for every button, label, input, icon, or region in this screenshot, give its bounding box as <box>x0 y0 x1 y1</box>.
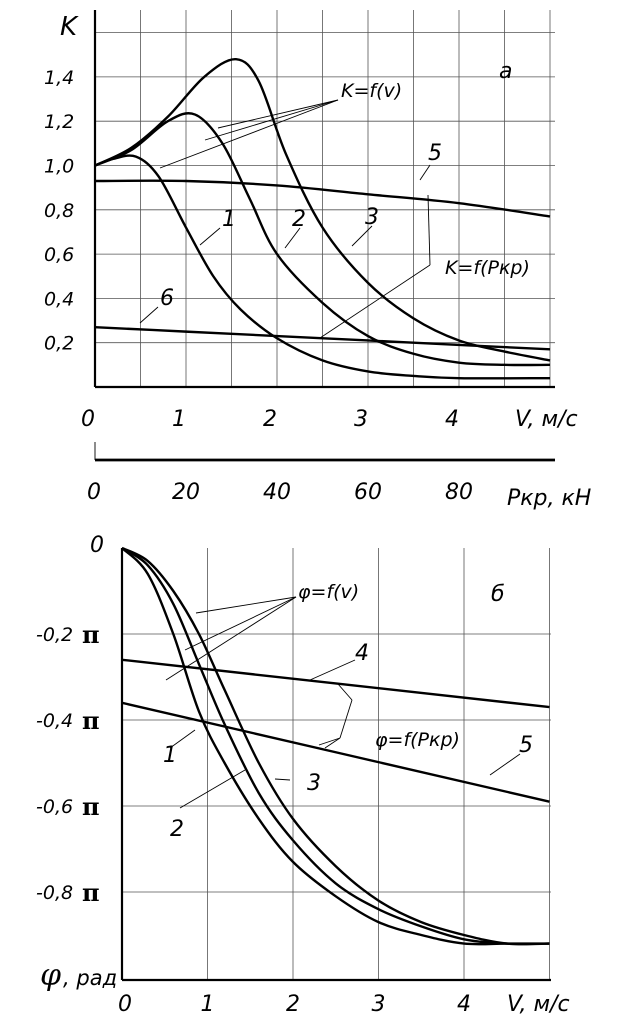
panel-a-x-label: V, м/с <box>515 407 578 432</box>
panel-b-curve-5 <box>121 701 550 803</box>
panel-a-curve-5 <box>94 179 551 218</box>
panel-a-annotation-kfv: K=f(v) <box>341 80 402 102</box>
panel-b-pi-symbol: π <box>82 620 100 649</box>
panel-a-y-tick-label: 0,6 <box>44 244 74 266</box>
panel-b-curve-1 <box>121 547 550 946</box>
panel-b-x-tick-label: 4 <box>457 992 471 1017</box>
panel-a-curve-labels: 1 2 3 5 6 <box>160 141 442 311</box>
panel-a-x2-ticks: 0 20 40 60 80 <box>87 480 473 505</box>
panel-a-x2-tick-label: 80 <box>445 480 473 505</box>
panel-b-curve-label-3: 3 <box>307 771 321 796</box>
panel-b-curves <box>121 546 550 946</box>
panel-b-leaders <box>165 596 521 809</box>
panel-a-curve-label-3: 3 <box>365 205 379 230</box>
panel-a: K а V, м/с Pкр, кН 0,2 0,4 0,6 0,8 1,0 1,2 1,4… <box>44 10 591 511</box>
panel-b-annotation-phifv: φ=f(v) <box>298 581 359 603</box>
panel-b-x-tick-label: 3 <box>372 992 386 1017</box>
panel-b-curve-label-5: 5 <box>519 733 533 758</box>
panel-a-y-tick-label: 0,4 <box>44 288 74 310</box>
panel-a-curve-3 <box>94 57 551 362</box>
panel-a-letter: а <box>499 59 512 84</box>
panel-b-curve-label-1: 1 <box>163 743 177 768</box>
panel-a-x2-tick-label: 20 <box>172 480 200 505</box>
panel-a-x-tick-label: 4 <box>445 407 459 432</box>
panel-a-curve-2 <box>94 112 551 367</box>
panel-b-curve-labels: 1 2 3 4 5 <box>163 641 533 842</box>
panel-a-curve-label-1: 1 <box>222 207 236 232</box>
panel-b-letter: б <box>491 582 505 607</box>
panel-a-leaders <box>139 99 431 339</box>
panel-a-curves <box>94 57 551 380</box>
panel-a-x-ticks: 0 1 2 3 4 <box>81 407 459 432</box>
panel-a-x2-tick-label: 40 <box>263 480 291 505</box>
panel-a-curve-label-5: 5 <box>428 141 442 166</box>
panel-a-y-tick-label: 0,8 <box>44 200 74 222</box>
panel-a-y-label: K <box>60 12 79 42</box>
panel-b-curve-label-4: 4 <box>355 641 369 666</box>
panel-b-y-tick-label: -0,6 <box>36 796 73 818</box>
panel-b-x-tick-label: 0 <box>118 992 132 1017</box>
panel-a-y-ticks: 0,2 0,4 0,6 0,8 1,0 1,2 1,4 <box>44 67 74 355</box>
panel-b-curve-2 <box>121 546 550 946</box>
panel-a-annotation-kfp: K=f(Pкр) <box>445 257 530 279</box>
panel-a-curve-1 <box>94 154 551 380</box>
panel-b-y-tick-label: 0 <box>90 533 104 558</box>
panel-b-x-label: V, м/с <box>507 992 570 1017</box>
panel-b-y-ticks: 0 -0,2 π -0,4 π -0,6 π -0,8 π <box>36 533 104 907</box>
panel-b-grid <box>122 548 551 980</box>
panel-a-x-tick-label: 0 <box>81 407 95 432</box>
panel-a-curve-label-2: 2 <box>292 207 306 232</box>
panel-b: б V, м/с φ, рад 0 -0,2 π -0,4 π -0,6 π -0,8 π 0 1… <box>36 533 570 1017</box>
panel-b-y-tick-label: -0,2 <box>36 624 73 646</box>
panel-b-x-ticks: 0 1 2 3 4 <box>118 992 471 1017</box>
panel-b-x-tick-label: 1 <box>201 992 215 1017</box>
panel-a-curve-label-6: 6 <box>160 286 174 311</box>
panel-a-y-tick-label: 0,2 <box>44 333 74 355</box>
panel-a-y-tick-label: 1,2 <box>44 111 74 133</box>
panel-b-curve-4 <box>121 658 550 709</box>
panel-a-y-tick-label: 1,0 <box>44 156 74 178</box>
panel-b-pi-symbol: π <box>82 792 100 821</box>
panel-b-annotation-phifp: φ=f(Pкр) <box>375 729 460 751</box>
panel-a-x2-tick-label: 60 <box>354 480 382 505</box>
panel-b-x-tick-label: 2 <box>286 992 300 1017</box>
panel-a-y-tick-label: 1,4 <box>44 67 74 89</box>
panel-a-x-tick-label: 2 <box>263 407 277 432</box>
panel-a-grid <box>95 10 555 387</box>
panel-b-pi-symbol: π <box>82 706 100 735</box>
panel-a-x-tick-label: 3 <box>354 407 368 432</box>
panel-b-y-label: φ, рад <box>40 958 117 993</box>
panel-a-x-tick-label: 1 <box>172 407 186 432</box>
panel-a-x2-label: Pкр, кН <box>507 486 591 511</box>
panel-b-curve-3 <box>121 546 550 946</box>
panel-b-y-tick-label: -0,8 <box>36 882 73 904</box>
panel-b-pi-symbol: π <box>82 878 100 907</box>
panel-a-curve-6 <box>94 325 551 351</box>
panel-b-curve-label-2: 2 <box>170 817 184 842</box>
panel-a-x2-tick-label: 0 <box>87 480 101 505</box>
panel-b-y-tick-label: -0,4 <box>36 710 73 732</box>
